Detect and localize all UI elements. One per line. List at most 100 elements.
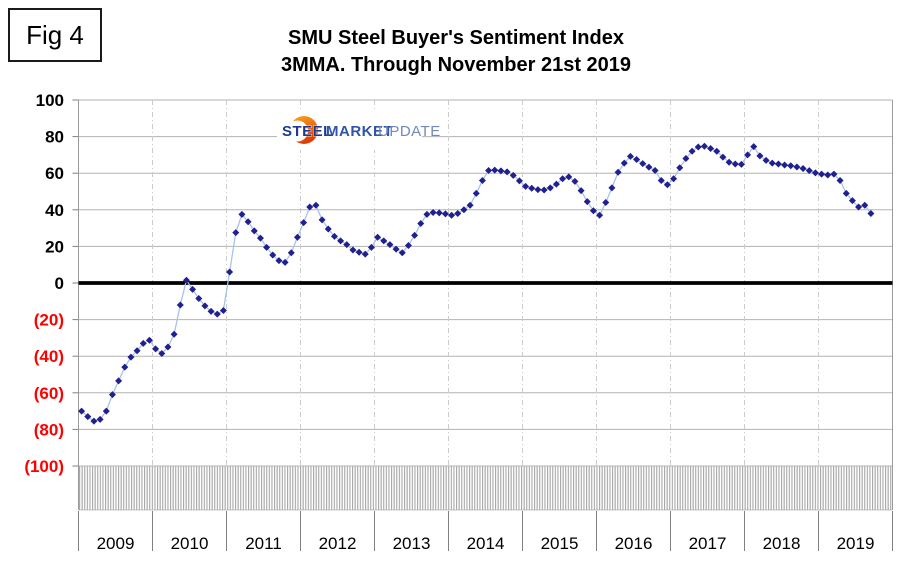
data-point	[744, 151, 752, 159]
data-point	[164, 343, 172, 351]
data-point	[867, 209, 875, 217]
data-point	[195, 295, 203, 303]
data-point	[700, 142, 708, 150]
data-point	[633, 155, 641, 163]
y-axis-label: 100	[36, 91, 64, 110]
data-point	[244, 218, 252, 226]
data-point	[275, 257, 283, 265]
data-point	[411, 231, 419, 239]
data-point	[238, 210, 246, 218]
data-point	[330, 232, 338, 240]
data-point	[589, 207, 597, 215]
data-point	[608, 184, 616, 192]
data-point	[639, 160, 647, 168]
data-point	[509, 171, 517, 179]
data-point	[429, 209, 437, 217]
data-point	[460, 206, 468, 214]
data-point	[811, 169, 819, 177]
data-point	[392, 245, 400, 253]
data-point	[404, 241, 412, 249]
data-point	[503, 168, 511, 176]
data-point	[108, 391, 116, 399]
data-point	[528, 184, 536, 192]
data-point	[725, 158, 733, 166]
data-point	[540, 186, 548, 194]
data-point	[78, 407, 86, 415]
data-point	[306, 203, 314, 211]
data-point	[793, 163, 801, 171]
data-point	[448, 211, 456, 219]
data-point	[367, 243, 375, 251]
figure-label-box: Fig 4	[8, 8, 102, 62]
data-point	[349, 246, 357, 254]
data-point	[626, 152, 634, 160]
data-point	[232, 229, 240, 237]
data-point	[263, 243, 271, 251]
data-point	[337, 237, 345, 245]
data-point	[559, 175, 567, 183]
year-label: 2017	[689, 534, 727, 553]
smu-logo: STEEL MARKET UPDATE	[277, 110, 440, 150]
data-point	[478, 177, 486, 185]
data-point	[293, 233, 301, 241]
data-point	[398, 249, 406, 257]
data-point	[676, 164, 684, 172]
data-point	[219, 306, 227, 314]
hatch-ticks	[79, 466, 892, 510]
data-point	[596, 211, 604, 219]
data-point	[256, 234, 264, 242]
data-point	[651, 166, 659, 174]
year-label: 2012	[319, 534, 357, 553]
logo-word-steel: STEEL	[282, 123, 333, 140]
data-point	[546, 184, 554, 192]
y-axis-label: 20	[45, 237, 64, 256]
chart-subtitle: 3MMA. Through November 21st 2019	[280, 54, 632, 76]
data-point	[620, 159, 628, 167]
year-label: 2018	[763, 534, 801, 553]
data-point	[824, 171, 832, 179]
data-point	[731, 160, 739, 168]
data-point	[719, 153, 727, 161]
data-point	[855, 203, 863, 211]
data-point	[466, 201, 474, 209]
chart-title-block: SMU Steel Buyer's Sentiment Index 3MMA. …	[96, 25, 816, 79]
data-point	[281, 258, 289, 266]
data-point	[139, 339, 147, 347]
data-point	[848, 197, 856, 205]
y-axis-label: (20)	[34, 311, 64, 330]
data-point	[250, 227, 258, 235]
data-point	[201, 302, 209, 310]
data-point	[374, 233, 382, 241]
data-point	[121, 363, 129, 371]
data-point	[472, 189, 480, 197]
y-axis-label: (100)	[24, 457, 64, 476]
y-axis-label: (80)	[34, 420, 64, 439]
data-point	[386, 241, 394, 249]
data-point	[663, 181, 671, 189]
data-point	[170, 330, 178, 338]
data-point	[182, 276, 190, 284]
data-point	[158, 349, 166, 357]
data-point	[84, 413, 92, 421]
axis-labels: 100 80 60 40 20 0 (20) (40) (60) (80) (100) 2009 201…	[24, 91, 874, 553]
data-point	[781, 161, 789, 169]
data-point	[417, 220, 425, 228]
logo-crescent-cutout	[287, 120, 308, 142]
data-point	[361, 250, 369, 258]
data-point	[497, 167, 505, 175]
data-point	[565, 173, 573, 181]
logo-word-market: MARKET	[326, 123, 393, 140]
data-point	[454, 209, 462, 217]
figure-label: Fig 4	[26, 19, 84, 50]
data-point	[577, 187, 585, 195]
year-label: 2010	[171, 534, 209, 553]
year-label: 2009	[97, 534, 135, 553]
year-label: 2015	[541, 534, 579, 553]
data-point	[583, 198, 591, 206]
data-point	[737, 160, 745, 168]
data-point	[707, 144, 715, 152]
data-point	[127, 353, 135, 361]
data-point	[491, 166, 499, 174]
data-point	[145, 336, 153, 344]
